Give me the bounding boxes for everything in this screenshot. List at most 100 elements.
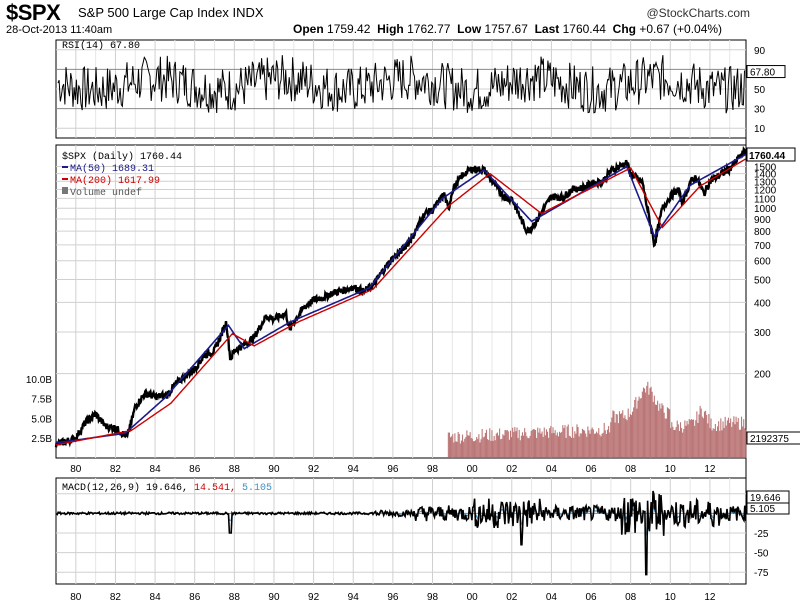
price-y-tick-label: 1100 [754,194,776,205]
high-label: High [377,22,404,36]
price-y-tick-label: 300 [754,328,771,339]
macd-y-tick-label: -75 [754,568,769,579]
x-tick-label-price: 96 [387,464,399,475]
index-name: S&P 500 Large Cap Index INDX [78,5,264,20]
ma50-line [55,153,746,444]
volume-legend: Volume undef [70,187,142,199]
volume-y-tick-label: 7.5B [31,395,52,406]
x-tick-label-price: 06 [585,464,597,475]
price-y-tick-label: 800 [754,227,771,238]
x-tick-label-price: 08 [625,464,637,475]
price-last-value: 1760.44 [749,151,786,162]
index-full-name: S&P 500 Large Cap Index [78,5,229,20]
open-label: Open [293,22,324,36]
volume-last-value: 2192375 [750,434,789,445]
low-label: Low [457,22,482,36]
rsi-line [57,55,745,114]
macd-legend-macd: 19.646, [140,483,188,494]
price-y-tick-label: 500 [754,275,771,286]
low-value: 1757.67 [484,22,528,36]
x-tick-label-price: 10 [665,464,677,475]
ma50-legend: MA(50) 1689.31 [70,163,154,175]
x-tick-label-macd: 10 [665,592,677,603]
x-tick-label-price: 82 [110,464,122,475]
rsi-y-tick-label: 30 [754,105,766,116]
x-tick-label-price: 90 [268,464,280,475]
x-tick-label-macd: 08 [625,592,637,603]
x-tick-label-price: 80 [70,464,82,475]
price-y-tick-label: 700 [754,241,771,252]
x-tick-label-price: 02 [506,464,518,475]
x-tick-label-macd: 80 [70,592,82,603]
quote-datetime: 28-Oct-2013 11:40am [6,24,113,36]
price-y-tick-label: 1300 [754,177,777,188]
macd-last-value: 19.646 [750,493,781,504]
x-tick-label-macd: 88 [229,592,241,603]
rsi-y-tick-label: 90 [754,46,766,57]
volume-last-box [746,431,800,445]
x-tick-label-macd: 84 [150,592,162,603]
x-tick-label-price: 98 [427,464,439,475]
x-tick-label-price: 92 [308,464,320,475]
macd-y-tick-label: -25 [754,529,769,540]
price-y-tick-label: 1000 [754,204,777,215]
price-y-tick-label: 200 [754,370,771,381]
rsi-last-box [746,65,786,79]
volume-legend-swatch [62,187,68,194]
quote-bar: Open 1759.42 High 1762.77 Low 1757.67 La… [293,22,722,36]
macd-hist-last-box [746,502,790,515]
x-tick-label-macd: 94 [348,592,360,603]
x-tick-label-price: 00 [467,464,479,475]
chg-label: Chg [612,22,636,36]
rsi-y-tick-label: 10 [754,124,766,135]
x-tick-label-price: 94 [348,464,360,475]
ma200-line [55,158,746,446]
high-value: 1762.77 [407,22,451,36]
x-tick-label-price: 86 [189,464,201,475]
x-tick-label-macd: 04 [546,592,558,603]
rsi-last-value: 67.80 [750,68,775,79]
price-last-box [746,147,796,162]
macd-legend: MACD(12,26,9) 19.646, 14.541, 5.105 [62,482,272,494]
price-y-tick-label: 1200 [754,185,777,196]
last-value: 1760.44 [562,22,606,36]
macd-legend-signal: 14.541, [188,483,236,494]
exchange-label: INDX [232,5,264,20]
x-tick-label-macd: 82 [110,592,122,603]
ma200-legend: MA(200) 1617.99 [70,175,160,187]
macd-legend-name: MACD(12,26,9) [62,482,140,494]
rsi-legend: RSI(14) 67.80 [62,40,140,52]
chg-value: +0.67 (+0.04%) [639,22,723,36]
macd-line [55,490,747,576]
price-legend-title: $SPX (Daily) 1760.44 [62,151,182,163]
price-y-tick-label: 900 [754,215,771,226]
macd-y-tick-label: -50 [754,549,769,560]
macd-hist-last-value: 5.105 [750,504,775,515]
macd-legend-hist: 5.105 [236,483,272,494]
x-tick-label-price: 84 [150,464,162,475]
chart-symbol: $SPX [6,0,61,25]
x-tick-label-macd: 06 [585,592,597,603]
price-y-tick-label: 400 [754,298,771,309]
x-tick-label-macd: 12 [704,592,716,603]
x-tick-label-macd: 92 [308,592,320,603]
price-y-tick-label: 1400 [754,170,777,181]
stockcharts-credit[interactable]: @StockCharts.com [646,6,750,20]
x-tick-label-macd: 00 [467,592,479,603]
rsi-y-tick-label: 50 [754,85,766,96]
price-y-tick-label: 600 [754,257,771,268]
x-tick-label-price: 12 [704,464,716,475]
volume-y-tick-label: 2.5B [31,434,52,445]
x-tick-label-price: 88 [229,464,241,475]
x-tick-label-price: 04 [546,464,558,475]
price-y-tick-label: 1500 [754,163,777,174]
last-label: Last [534,22,560,36]
x-tick-label-macd: 90 [268,592,280,603]
volume-y-tick-label: 10.0B [26,375,52,386]
x-tick-label-macd: 96 [387,592,399,603]
x-tick-label-macd: 02 [506,592,518,603]
volume-y-tick-label: 5.0B [31,414,52,425]
x-tick-label-macd: 86 [189,592,201,603]
x-tick-label-macd: 98 [427,592,439,603]
